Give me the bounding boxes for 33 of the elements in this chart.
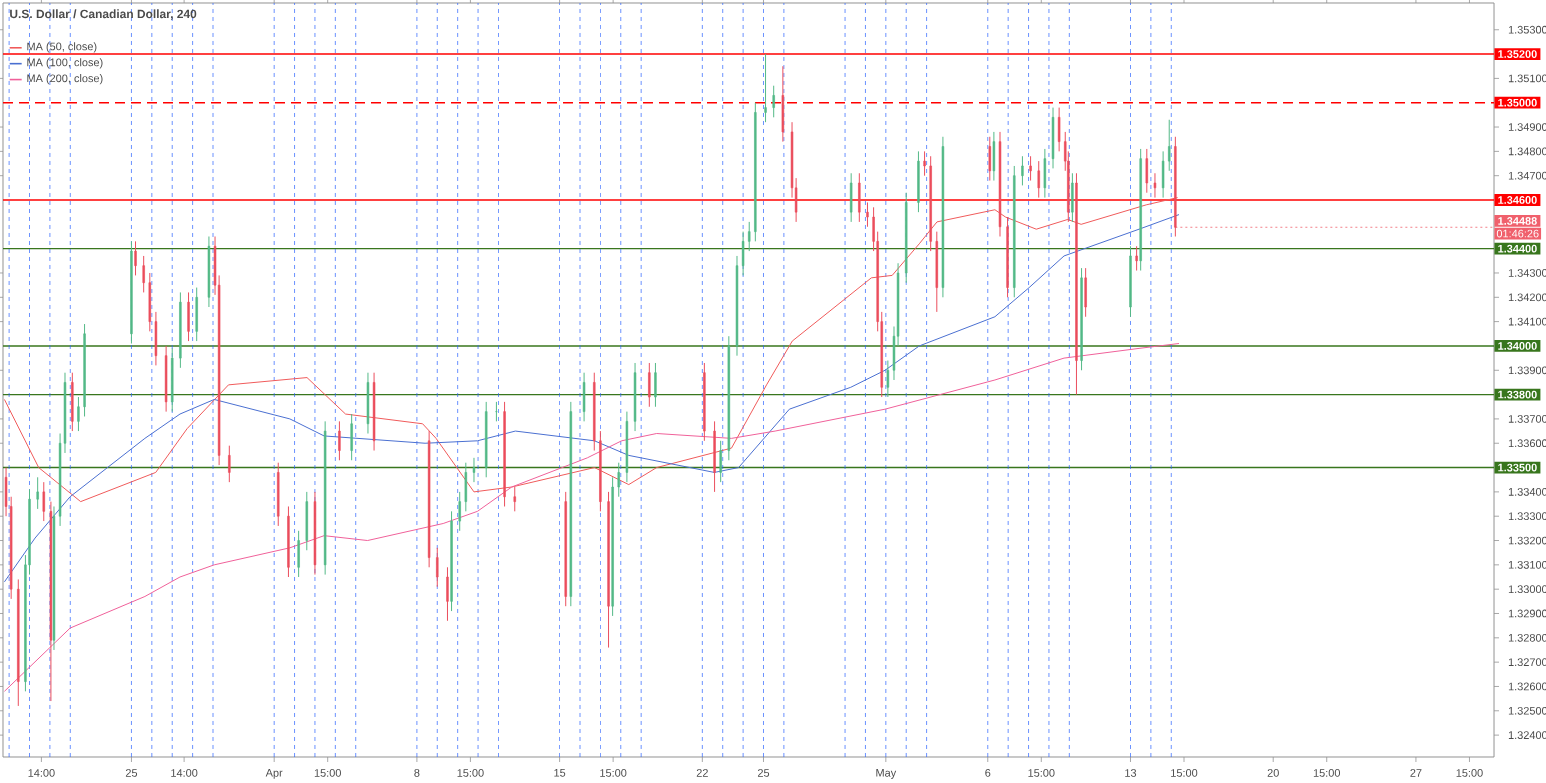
ref-line-label: 1.34600 [1498,196,1537,204]
x-tick-label: 15:00 [1456,769,1483,777]
x-tick-label: 15:00 [457,769,484,777]
legend-label: MA (200, close) [27,74,103,85]
ref-line-label: 1.35000 [1498,98,1537,107]
x-tick-label: 14:00 [28,769,55,777]
x-tick-label: 14:00 [171,769,198,777]
ref-line-label: 1.33500 [1498,463,1537,472]
x-tick-label: 13 [1125,769,1137,777]
ref-line-label: 1.34000 [1498,342,1537,350]
x-tick-label: 15:00 [1171,769,1198,777]
x-tick-label: 8 [414,769,420,777]
legend-label: MA (100, close) [27,58,103,69]
annotation: 1.34488 [1498,217,1537,225]
ref-line-label: 1.34400 [1498,244,1537,253]
x-tick-label: 25 [125,769,138,777]
x-tick-label: 15:00 [600,769,627,777]
x-tick-label: May [876,769,897,779]
x-tick-label: 22 [696,769,708,777]
x-tick-label: 15:00 [1313,769,1340,777]
x-tick-label: 27 [1410,769,1422,777]
x-tick-label: 15 [554,769,566,777]
legend-label: MA (50, close) [27,42,97,53]
x-tick-label: 6 [985,769,991,777]
ref-line-label: 1.35200 [1498,50,1537,58]
ref-line-label: 1.33800 [1498,390,1537,399]
x-tick-label: 15:00 [314,769,341,777]
text: 01:46:26 [1496,229,1539,238]
x-tick-label: 15:00 [1028,769,1055,777]
x-tick-label: 20 [1267,769,1279,777]
chart-title: U.S. Dollar / Canadian Dollar, 240 [10,9,197,20]
x-tick-label: Apr [265,769,283,779]
x-tick-label: 25 [757,769,770,777]
